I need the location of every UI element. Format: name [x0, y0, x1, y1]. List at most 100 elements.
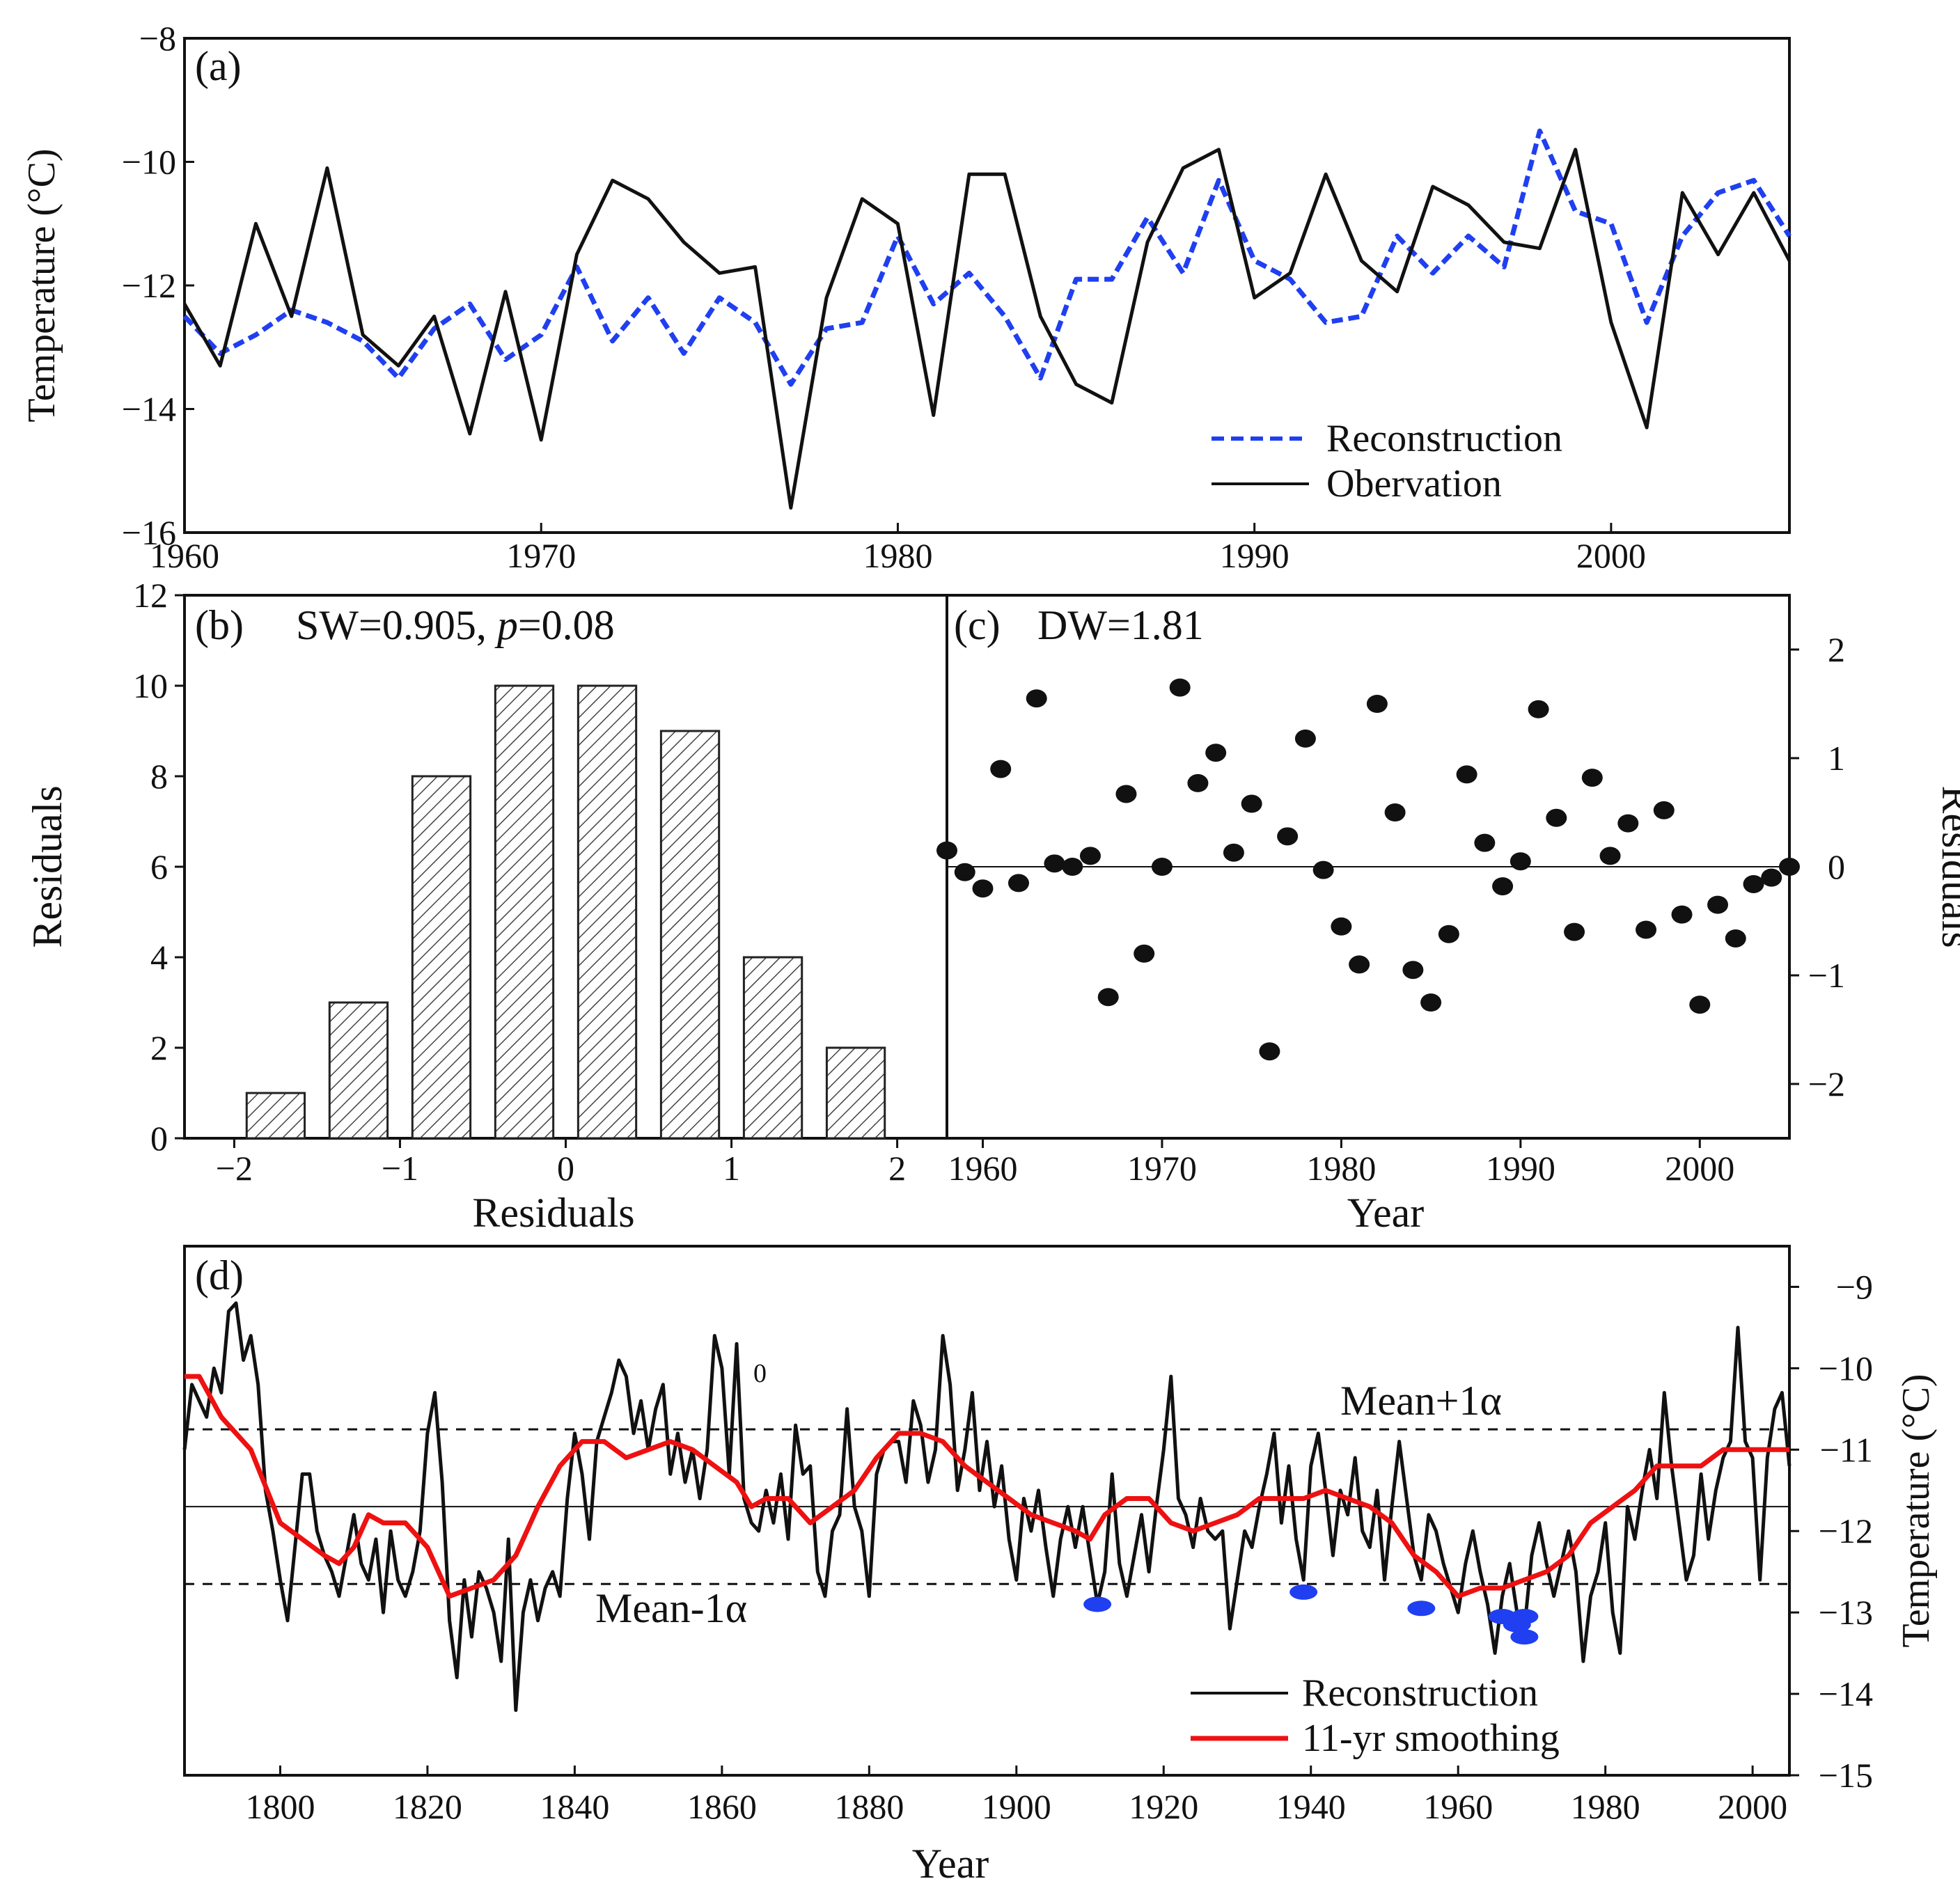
d-ytick-label-0: −15 — [1819, 1756, 1873, 1795]
residual-point-27 — [1420, 993, 1442, 1012]
b-ytick-label-3: 6 — [150, 847, 168, 886]
b-xtick-label-1: −1 — [382, 1149, 418, 1188]
residual-point-18 — [1259, 1042, 1280, 1061]
a-xtick-label-2: 1980 — [863, 536, 932, 575]
d-ytick-label-2: −13 — [1819, 1593, 1873, 1632]
residual-point-5 — [1026, 689, 1047, 708]
panel-d-legend: Reconstruction 11-yr smoothing — [1191, 1672, 1560, 1760]
residual-point-7 — [1062, 858, 1083, 876]
legend-observation-label: Obervation — [1326, 462, 1502, 505]
residual-point-33 — [1528, 700, 1549, 718]
residual-point-41 — [1671, 905, 1693, 924]
panel-a-label: (a) — [195, 43, 242, 89]
mean-minus-label: Mean-1α — [595, 1585, 747, 1631]
b-ytick-label-5: 10 — [133, 666, 168, 705]
d-ytick-label-4: −11 — [1820, 1430, 1873, 1469]
d-xtick-label-4: 1880 — [834, 1787, 904, 1826]
residual-point-16 — [1223, 843, 1244, 862]
residual-point-30 — [1474, 833, 1496, 852]
histogram-bar-3 — [494, 684, 555, 1140]
panel-b-ylabel: Residuals — [24, 785, 70, 947]
residual-point-10 — [1115, 785, 1137, 803]
residual-point-37 — [1599, 847, 1621, 865]
residual-point-40 — [1653, 801, 1675, 819]
panel-c-xlabel: Year — [1347, 1190, 1425, 1236]
cold-marker-5 — [1503, 1617, 1531, 1633]
residual-point-46 — [1761, 868, 1782, 887]
panel-c-annotation: DW=1.81 — [1037, 602, 1204, 648]
panel-a-legend: Reconstruction Obervation — [1212, 417, 1562, 505]
residual-point-9 — [1097, 988, 1119, 1007]
a-xtick-label-0: 1960 — [150, 536, 219, 575]
residual-point-36 — [1581, 769, 1603, 787]
b-xtick-label-2: 0 — [557, 1149, 574, 1188]
panel-d-xlabel: Year — [912, 1841, 989, 1887]
residual-point-45 — [1743, 874, 1764, 893]
c-xtick-label-0: 1960 — [948, 1149, 1017, 1188]
d-xtick-label-0: 1800 — [245, 1787, 315, 1826]
d-xtick-label-6: 1920 — [1129, 1787, 1198, 1826]
residual-point-26 — [1402, 961, 1424, 980]
residual-point-34 — [1546, 808, 1567, 827]
b-ytick-label-1: 2 — [150, 1028, 168, 1067]
panel-d-ticks: 1800 1820 1840 1860 1880 1900 1920 1940 1960 1980… — [245, 1267, 1873, 1826]
c-ytick-label-3: 1 — [1828, 739, 1845, 778]
panel-d-frame — [183, 1245, 1791, 1777]
d-ytick-label-6: −9 — [1836, 1267, 1873, 1306]
residual-point-0 — [936, 841, 957, 860]
d-ytick-label-3: −12 — [1819, 1511, 1873, 1550]
c-ytick-label-2: 0 — [1828, 847, 1845, 886]
panel-b-bars — [245, 684, 886, 1140]
c-xtick-label-3: 1990 — [1486, 1149, 1555, 1188]
residual-point-19 — [1277, 827, 1299, 846]
residual-point-47 — [1779, 858, 1800, 876]
histogram-bar-1 — [328, 1001, 389, 1140]
d-xtick-label-5: 1900 — [982, 1787, 1051, 1826]
residual-point-14 — [1187, 773, 1209, 792]
residual-point-28 — [1438, 925, 1459, 943]
panel-d: 1800 1820 1840 1860 1880 1900 1920 1940 1960 1980… — [182, 1245, 1938, 1887]
d-xtick-label-1: 1820 — [393, 1787, 462, 1826]
a-ytick-label-4: −8 — [139, 19, 176, 58]
panel-b-annotation: SW=0.905, p=0.08 — [296, 602, 615, 648]
residual-point-12 — [1151, 858, 1173, 876]
sw-value: SW=0.905, — [296, 602, 497, 648]
residual-point-21 — [1312, 860, 1334, 879]
histogram-bar-2 — [411, 775, 472, 1140]
residual-point-6 — [1044, 854, 1065, 873]
residual-point-42 — [1689, 996, 1711, 1014]
panel-c-ylabel: Residuals — [1934, 785, 1960, 947]
panel-d-reference-lines — [185, 1428, 1789, 1585]
histogram-bar-6 — [742, 956, 803, 1140]
residual-point-38 — [1617, 814, 1639, 833]
residual-point-44 — [1725, 929, 1746, 947]
residual-point-3 — [990, 760, 1012, 778]
residual-point-43 — [1707, 895, 1729, 914]
panel-a-ylabel: Temperature (°C) — [20, 148, 63, 422]
d-xtick-label-2: 1840 — [540, 1787, 609, 1826]
residual-point-15 — [1205, 744, 1227, 762]
stray-zero-label: 0 — [753, 1359, 767, 1388]
histogram-bar-0 — [245, 1092, 306, 1140]
a-xtick-label-1: 1970 — [506, 536, 576, 575]
residual-point-35 — [1564, 922, 1585, 941]
p-symbol: p — [494, 602, 518, 648]
cold-marker-2 — [1407, 1601, 1436, 1617]
panel-d-label: (d) — [195, 1252, 244, 1298]
residual-point-23 — [1349, 955, 1370, 974]
c-xtick-label-2: 1980 — [1306, 1149, 1376, 1188]
c-ytick-label-1: −1 — [1808, 956, 1845, 995]
residual-point-20 — [1294, 729, 1316, 748]
d-xtick-label-9: 1980 — [1571, 1787, 1640, 1826]
residual-point-22 — [1331, 917, 1352, 936]
b-ytick-label-2: 4 — [150, 938, 168, 977]
residual-point-13 — [1169, 678, 1191, 697]
b-ytick-label-4: 8 — [150, 757, 168, 796]
smoothing-line — [185, 1374, 1789, 1599]
residual-point-24 — [1366, 695, 1388, 713]
p-value: =0.08 — [518, 602, 615, 648]
a-xtick-label-3: 1990 — [1220, 536, 1289, 575]
d-xtick-label-3: 1860 — [687, 1787, 757, 1826]
